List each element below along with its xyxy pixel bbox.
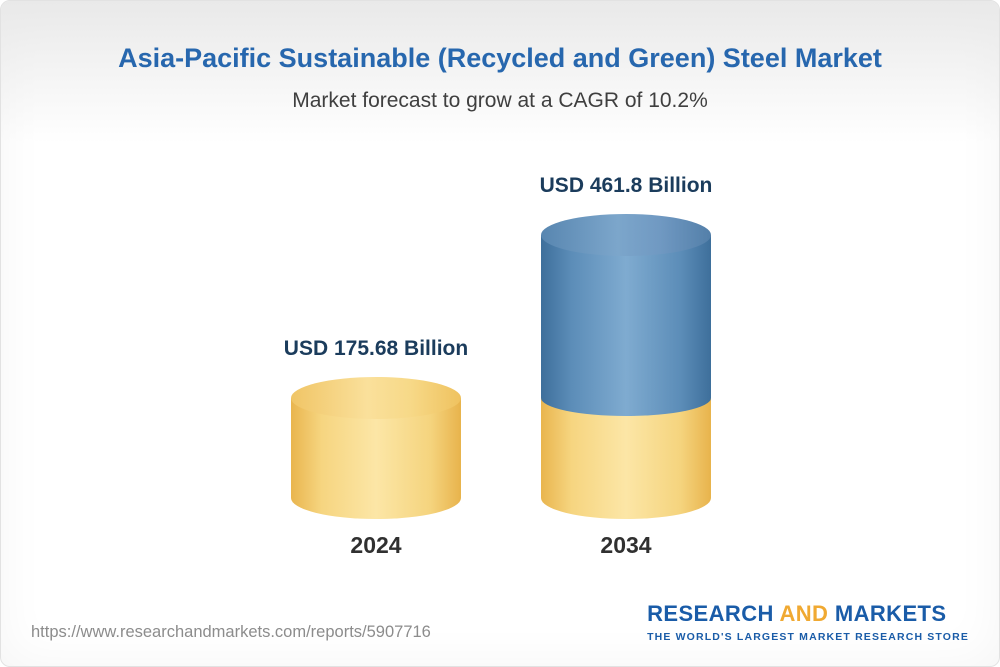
x-axis-tick-2024: 2024 (350, 532, 402, 558)
chart-subtitle: Market forecast to grow at a CAGR of 10.… (292, 89, 708, 112)
chart-title: Asia-Pacific Sustainable (Recycled and G… (118, 43, 882, 73)
logo-word-markets: MARKETS (834, 601, 947, 626)
cylinder-2034-top-cap (541, 214, 711, 256)
logo-word-and: AND (779, 601, 829, 626)
report-source-url[interactable]: https://www.researchandmarkets.com/repor… (31, 623, 431, 641)
research-and-markets-logo: RESEARCH AND MARKETS THE WORLD'S LARGEST… (647, 601, 969, 643)
value-label-2034: USD 461.8 Billion (539, 174, 713, 197)
value-label-2024: USD 175.68 Billion (283, 337, 469, 360)
logo-word-research: RESEARCH (647, 601, 774, 626)
cylinder-2034-growth-segment (541, 235, 711, 416)
logo-wordmark: RESEARCH AND MARKETS (647, 601, 969, 627)
cylinder-2034-base-segment (541, 398, 711, 519)
logo-tagline: THE WORLD'S LARGEST MARKET RESEARCH STOR… (647, 631, 969, 643)
x-axis-tick-2034: 2034 (600, 532, 652, 558)
cylinder-2024-top-cap (291, 377, 461, 419)
